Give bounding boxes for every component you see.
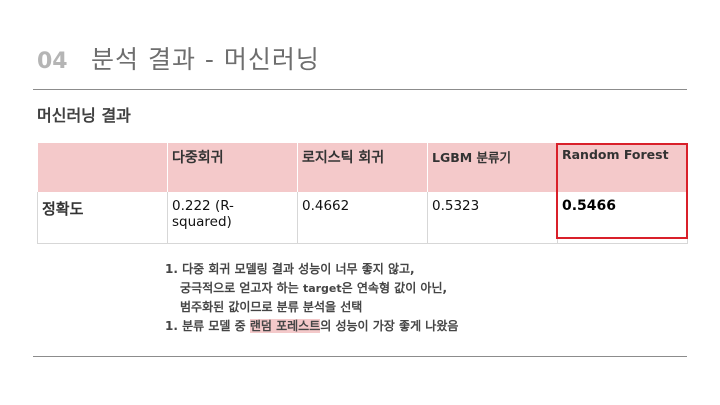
header-cell-random-forest: Random Forest — [557, 143, 688, 192]
note-text: 1. 분류 모델 중 — [165, 318, 250, 333]
value-logistic-regression: 0.4662 — [297, 192, 428, 244]
value-multiple-regression: 0.222 (R-squared) — [167, 192, 298, 244]
slide-header: 04 분석 결과 - 머신러닝 — [37, 40, 320, 76]
note-item-1-line-2: 궁극적으로 얻고자 하는 target은 연속형 값이 아닌, — [165, 279, 458, 299]
note-text: 은 연속형 값이 아닌, — [341, 280, 448, 295]
note-text: 의 성능이 가장 좋게 나왔음 — [320, 318, 459, 333]
header-cell-empty — [37, 143, 168, 192]
slide-title: 분석 결과 - 머신러닝 — [91, 45, 320, 74]
note-item-1-line-3: 범주화된 값이므로 분류 분석을 선택 — [180, 300, 363, 314]
note-text: 궁극적으로 얻고자 하는 — [180, 280, 303, 295]
header-cell-lgbm: LGBM 분류기 — [427, 143, 558, 192]
section-title: 머신러닝 결과 — [37, 106, 131, 125]
note-item-1-line-1: 1. 다중 회귀 모델링 결과 성능이 너무 좋지 않고, — [165, 262, 415, 276]
highlighted-text: 랜덤 포레스트 — [249, 318, 321, 333]
top-divider — [33, 89, 687, 90]
notes-list: 1. 다중 회귀 모델링 결과 성능이 너무 좋지 않고, 궁극적으로 얻고자 … — [165, 260, 458, 335]
row-label-accuracy: 정확도 — [37, 192, 168, 244]
table-row: 정확도 0.222 (R-squared) 0.4662 0.5323 0.54… — [37, 192, 688, 244]
value-lgbm: 0.5323 — [427, 192, 558, 244]
header-cell-logistic-regression: 로지스틱 회귀 — [297, 143, 428, 192]
header-cell-multiple-regression: 다중회귀 — [167, 143, 298, 192]
results-table: 다중회귀 로지스틱 회귀 LGBM 분류기 Random Forest 정확도 … — [37, 143, 688, 244]
note-text-target: target — [302, 281, 342, 295]
note-item-2: 1. 분류 모델 중 랜덤 포레스트의 성능이 가장 좋게 나왔음 — [165, 317, 458, 336]
bottom-divider — [33, 356, 687, 357]
value-random-forest: 0.5466 — [557, 192, 688, 244]
slide-number: 04 — [37, 49, 68, 74]
table-header-row: 다중회귀 로지스틱 회귀 LGBM 분류기 Random Forest — [37, 143, 688, 192]
